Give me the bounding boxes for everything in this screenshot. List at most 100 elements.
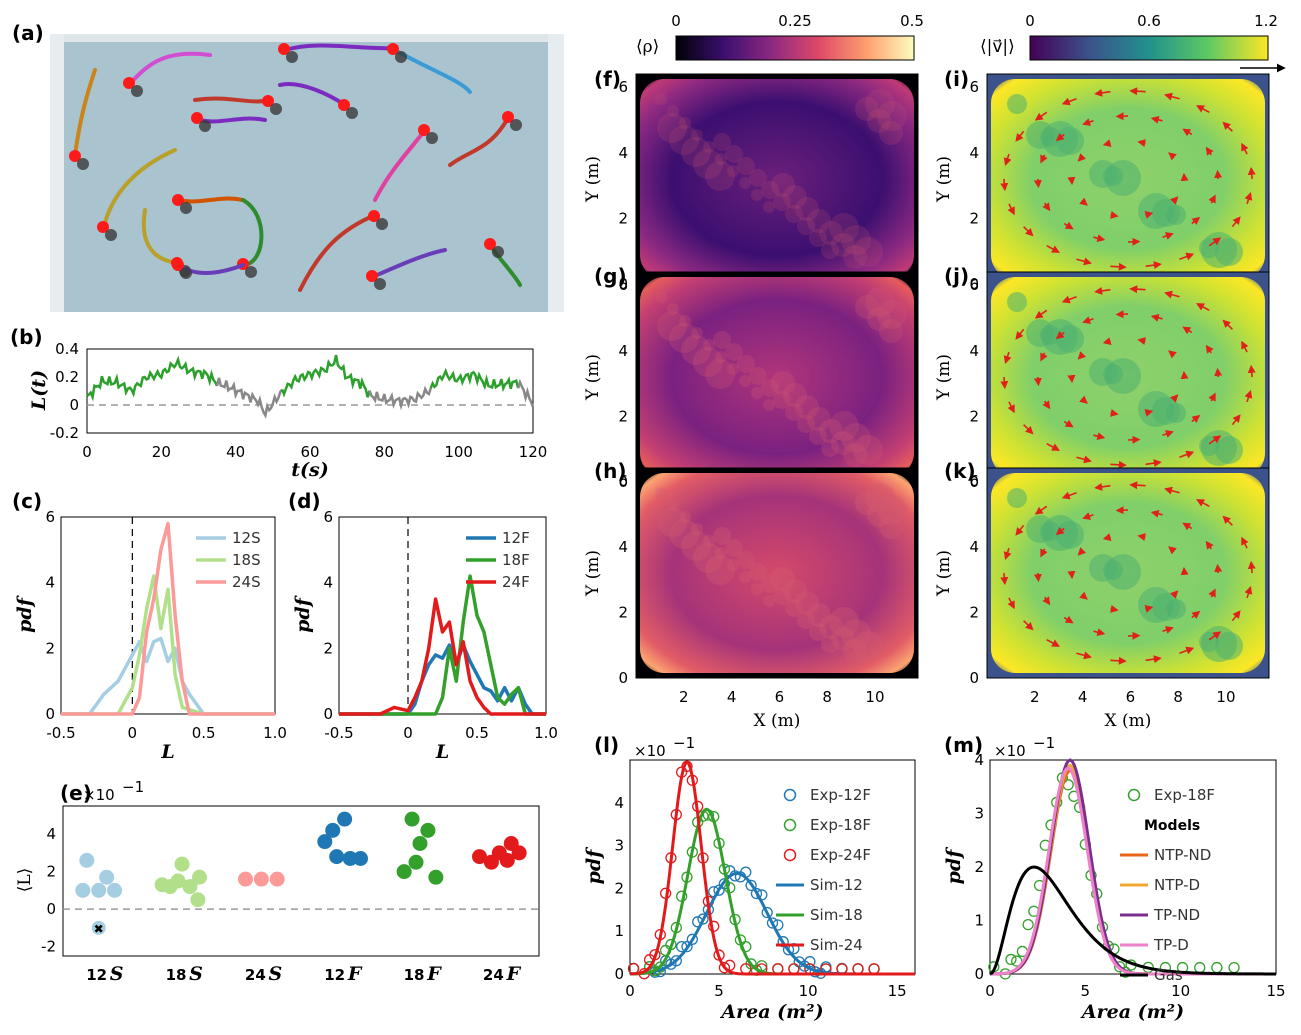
pedestrian-marker xyxy=(502,111,514,123)
category-label: 12 xyxy=(324,966,345,984)
panel-label-i: (i) xyxy=(944,67,969,91)
x-tick-label: 10 xyxy=(799,982,818,1000)
y-axis-label: ⟨L⟩ xyxy=(15,868,35,893)
x-axis-label: X (m) xyxy=(754,711,801,731)
marker-Exp-12F xyxy=(761,906,773,919)
y-tick-label: 2 xyxy=(969,209,979,227)
velocity-arrow xyxy=(1046,442,1060,451)
density-blob xyxy=(867,503,891,527)
wall-top xyxy=(50,34,564,42)
x-tick-label: -0.5 xyxy=(46,724,75,742)
colorbar-rho-tick-2: 0.5 xyxy=(900,12,924,30)
velocity-arrow xyxy=(1137,337,1146,345)
y-tick-label: 0 xyxy=(618,275,628,293)
density-blob xyxy=(705,359,735,389)
category-suffix: S xyxy=(268,963,282,985)
marker-Exp-24F xyxy=(852,963,864,975)
density-blob xyxy=(855,491,879,515)
legend-label: Exp-24F xyxy=(810,846,871,864)
velocity-arrow xyxy=(1205,344,1214,354)
x-tick-label: 0 xyxy=(128,724,138,742)
x-tick-label: 6 xyxy=(775,688,785,706)
velocity-arrow xyxy=(1137,533,1146,541)
y-tick-label: 6 xyxy=(618,78,628,96)
density-blob xyxy=(795,395,819,419)
velocity-arrow xyxy=(1040,154,1048,164)
panel-label-k: (k) xyxy=(944,459,976,483)
velocity-arrow xyxy=(1205,540,1214,550)
y-tick-label: 2 xyxy=(618,603,628,621)
x-tick-label: 120 xyxy=(519,443,548,461)
heatmap-field xyxy=(640,473,914,673)
heatmap-panels: 0 2 4 6 Y (m) 0 2 4 6 Y (m) 0 2 4 6 Y (m) 0 2 4 6 Y (m) 0 2 4 6… xyxy=(583,73,1270,731)
density-blob xyxy=(819,221,843,245)
marker-Exp-12F xyxy=(766,917,779,929)
series-line-12F xyxy=(339,643,546,716)
velocity-arrow xyxy=(1076,257,1092,266)
velocity-arrow xyxy=(1110,460,1127,469)
density-blob xyxy=(703,141,715,153)
density-blob xyxy=(705,555,735,585)
x-tick-label: 20 xyxy=(152,443,171,461)
velocity-arrow xyxy=(1208,237,1222,247)
density-blob xyxy=(773,193,791,211)
panel-label-g: (g) xyxy=(594,264,627,288)
velocity-arrow xyxy=(1046,638,1060,647)
legend-label: NTP-ND xyxy=(1154,846,1211,864)
y-tick-label: 4 xyxy=(46,825,56,843)
panel-label-l: (l) xyxy=(594,733,619,757)
density-blob xyxy=(843,639,867,663)
density-blob xyxy=(853,631,883,661)
density-blob xyxy=(829,213,859,243)
l-trace-segment xyxy=(86,355,219,402)
density-blob xyxy=(739,571,751,583)
velocity-arrow xyxy=(1079,591,1088,600)
y-tick-label: 1 xyxy=(614,922,624,940)
category-label: 24 xyxy=(483,966,504,984)
density-blob xyxy=(855,97,879,121)
density-blob xyxy=(655,487,667,499)
velocity-arrow xyxy=(1168,546,1177,555)
density-blob xyxy=(751,387,763,399)
velocity-arrow xyxy=(1144,211,1154,219)
panel-label-b: (b) xyxy=(10,325,43,349)
density-blob xyxy=(681,137,711,167)
marker-Exp-18F xyxy=(1194,961,1206,974)
density-blob xyxy=(739,177,751,189)
data-point-12S xyxy=(99,869,115,885)
density-blob xyxy=(691,327,703,339)
velocity-arrow xyxy=(1129,87,1146,96)
density-blob xyxy=(773,391,791,409)
density-blob xyxy=(763,399,775,411)
x-tick-label: 8 xyxy=(822,688,832,706)
pedestrian-marker xyxy=(368,210,380,222)
velocity-arrow xyxy=(1046,244,1060,253)
heatmap-field xyxy=(640,79,914,279)
velocity-arrow xyxy=(1208,194,1216,204)
scale-exponent: −1 xyxy=(122,778,144,796)
velocity-arrow xyxy=(1191,414,1201,423)
velocity-arrow xyxy=(1110,262,1127,271)
marker-Exp-12F xyxy=(681,941,693,953)
density-blob xyxy=(783,383,807,407)
velocity-arrow xyxy=(1110,211,1119,219)
x-tick-label: -0.5 xyxy=(324,724,353,742)
density-blob xyxy=(841,225,871,255)
category-label: 18 xyxy=(404,966,425,984)
density-blob xyxy=(821,241,839,259)
category-suffix: F xyxy=(347,963,363,985)
y-tick-label: 4 xyxy=(618,342,628,360)
data-point-24F xyxy=(472,849,487,865)
y-tick-label: 3 xyxy=(974,805,984,823)
density-blob xyxy=(879,515,903,539)
x-tick-label: 10 xyxy=(1171,982,1190,1000)
y-tick-label: 6 xyxy=(618,276,628,294)
density-blob xyxy=(797,415,815,433)
density-blob xyxy=(831,627,855,651)
legend-label: 18S xyxy=(232,551,261,569)
density-blob xyxy=(879,121,903,145)
colorbar-vel-label: ⟨|v⃗|⟩ xyxy=(980,37,1015,57)
marker-Exp-12F xyxy=(697,913,709,925)
velocity-arrow xyxy=(1034,111,1048,121)
